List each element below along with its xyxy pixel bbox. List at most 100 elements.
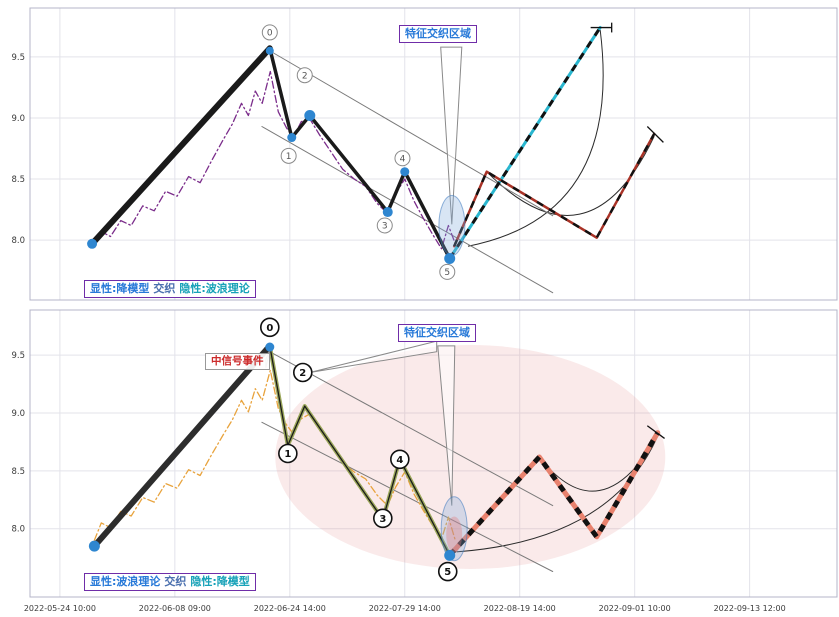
highlight-ellipse <box>446 516 463 553</box>
pivot-marker <box>265 342 275 352</box>
y-tick-label: 8.5 <box>11 175 25 185</box>
highlight-ellipse <box>438 194 466 256</box>
panel-bg <box>30 8 837 300</box>
panel-bottom: 0 2 1 4 3 5 8.0 8.5 9.0 9.5 2022-05-24 10:00 2022-0… <box>11 309 838 613</box>
channel-lower-line <box>261 126 554 294</box>
wave-number-circle <box>390 449 410 470</box>
terminal-tick <box>646 425 665 439</box>
wave-number-label: 4 <box>390 449 410 470</box>
wave-number-circle <box>437 561 458 582</box>
projection-arc <box>467 29 604 247</box>
panel-bg <box>30 310 837 597</box>
y-tick-label: 9.5 <box>11 53 25 63</box>
channel-lower-line <box>261 421 554 572</box>
legend-bottom-interweave: 交织 <box>164 575 187 588</box>
legend-top: 显性:降模型 交织 隐性:波浪理论 <box>84 280 256 298</box>
legend-bottom-implicit: 隐性:降模型 <box>190 575 250 588</box>
wave-number-label: 1 <box>280 147 297 164</box>
wave-number-label: 5 <box>437 561 458 582</box>
callout-wedge <box>437 345 456 506</box>
channel-upper-line <box>271 51 554 217</box>
wave-number-circle <box>296 67 313 84</box>
pivot-marker <box>444 549 456 561</box>
y-tick-label: 8.5 <box>11 467 25 477</box>
x-tick-label: 2022-05-24 10:00 <box>24 604 96 613</box>
wave-number-text: 0 <box>267 29 273 39</box>
panel-border <box>29 309 838 598</box>
wave-number-text: 2 <box>299 368 306 379</box>
price-observed-line <box>93 369 456 541</box>
pivot-marker <box>265 46 274 55</box>
forecast-wave-dash-overlay <box>447 431 660 557</box>
projection-arc <box>486 136 655 216</box>
wave-number-circle <box>278 443 298 464</box>
x-tick-label: 2022-08-19 14:00 <box>484 604 556 613</box>
legend-bottom-explicit: 显性:波浪理论 <box>90 575 161 588</box>
highlight-region-ellipse <box>275 344 666 569</box>
legend-top-implicit: 隐性:波浪理论 <box>179 282 250 295</box>
legend-top-interweave: 交织 <box>153 282 176 295</box>
wave-number-label: 3 <box>376 217 393 234</box>
y-tick-label: 9.0 <box>11 114 25 124</box>
wave-number-label: 2 <box>292 362 313 383</box>
forecast-wave-dash-overlay <box>453 133 656 247</box>
callout-wedge <box>440 46 463 225</box>
highlight-ellipse <box>440 496 468 562</box>
wave-number-circle <box>376 217 393 234</box>
wave-number-text: 2 <box>302 71 308 81</box>
wave-number-text: 4 <box>400 155 406 165</box>
channel-upper-line <box>271 352 554 507</box>
terminal-tick <box>646 126 664 143</box>
wave-number-text: 1 <box>284 449 291 460</box>
panel-border <box>29 7 838 301</box>
y-tick-label: 8.0 <box>11 525 25 535</box>
wave-number-text: 3 <box>379 514 386 525</box>
wave-number-circle <box>394 150 411 167</box>
wave-number-text: 5 <box>444 567 451 578</box>
wave-number-label: 1 <box>278 443 298 464</box>
wave-number-label: 0 <box>261 24 278 41</box>
y-tick-label: 8.0 <box>11 236 25 246</box>
model-impulse-line <box>91 342 273 550</box>
pivot-marker <box>382 207 393 218</box>
pivot-marker <box>400 167 410 177</box>
wave-number-text: 5 <box>444 268 450 278</box>
model-impulse-line <box>89 45 273 247</box>
y-tick-label: 9.5 <box>11 351 25 361</box>
wave-number-circle <box>260 317 280 338</box>
legend-bottom: 显性:波浪理论 交织 隐性:降模型 <box>84 573 256 591</box>
wave-number-circle <box>373 508 393 529</box>
pivot-marker <box>287 133 297 143</box>
wave-path-core-line <box>269 345 451 556</box>
feature-zone-callout-bottom: 特征交织区域 <box>398 324 476 342</box>
x-tick-label: 2022-06-08 09:00 <box>139 604 211 613</box>
legend-top-explicit: 显性:降模型 <box>90 282 150 295</box>
pivot-marker <box>88 540 100 552</box>
wave-number-text: 0 <box>266 323 273 334</box>
y-tick-label: 9.0 <box>11 409 25 419</box>
wave-number-label: 0 <box>260 317 280 338</box>
callout-wedge <box>309 340 438 373</box>
pivot-marker <box>444 252 456 264</box>
wave-number-label: 4 <box>394 150 411 167</box>
pivot-marker <box>304 110 316 122</box>
panel-top: 0 2 1 4 3 5 8.0 8.5 9.0 9.5 <box>11 7 838 301</box>
wave-number-circle <box>439 263 456 280</box>
x-tick-label: 2022-09-13 12:00 <box>714 604 786 613</box>
wave-number-text: 1 <box>286 152 292 162</box>
wave-number-label: 5 <box>439 263 456 280</box>
price-observed-line <box>91 70 456 250</box>
x-tick-label: 2022-07-29 14:00 <box>369 604 441 613</box>
signal-event-label: 中信号事件 <box>205 353 270 371</box>
feature-zone-callout-top: 特征交织区域 <box>399 25 477 43</box>
wave-number-label: 2 <box>296 67 313 84</box>
pivot-marker <box>87 238 98 249</box>
wave-number-text: 3 <box>382 222 388 232</box>
model-correction-line <box>268 46 452 261</box>
x-tick-label: 2022-06-24 14:00 <box>254 604 326 613</box>
wave-number-circle <box>292 362 313 383</box>
wave-number-circle <box>280 147 297 164</box>
wave-number-circle <box>261 24 278 41</box>
